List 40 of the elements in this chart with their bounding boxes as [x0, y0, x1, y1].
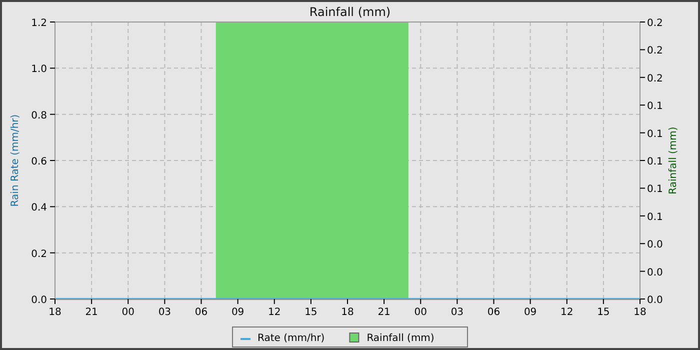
y2-tick-label: 0.0 [647, 240, 663, 251]
x-tick-label: 15 [597, 307, 610, 318]
legend-label: Rainfall (mm) [366, 333, 434, 344]
y2-tick-label: 0.1 [647, 101, 663, 112]
legend-label: Rate (mm/hr) [258, 333, 325, 344]
y2-tick-label: 0.1 [647, 184, 663, 196]
x-tick-label: 03 [158, 307, 172, 318]
y2-tick-label: 0.1 [647, 212, 663, 223]
x-tick-label: 12 [268, 307, 281, 318]
y-tick-label: 0.4 [31, 202, 47, 214]
y-axis-title: Rain Rate (mm/hr) [10, 114, 21, 207]
x-tick-label: 12 [560, 307, 574, 318]
x-tick-label: 00 [414, 307, 427, 318]
x-tick-label: 09 [524, 307, 537, 318]
y2-tick-label: 0.2 [647, 73, 663, 84]
x-tick-label: 06 [487, 307, 500, 318]
x-tick-label: 06 [194, 307, 208, 318]
x-tick-label: 18 [634, 307, 646, 318]
y-tick-label: 0.0 [31, 295, 47, 306]
y2-tick-label: 0.2 [647, 46, 663, 57]
x-tick-label: 00 [122, 307, 134, 318]
x-tick-label: 09 [231, 307, 244, 318]
chart-title: Rainfall (mm) [309, 5, 391, 19]
y2-tick-label: 0.1 [647, 128, 663, 140]
y-tick-label: 0.8 [31, 110, 47, 122]
y2-tick-label: 0.0 [647, 267, 663, 278]
y-tick-label: 0.2 [31, 248, 47, 260]
x-tick-label: 18 [341, 307, 354, 318]
y-tick-label: 0.6 [31, 156, 47, 168]
x-tick-label: 21 [378, 307, 390, 318]
x-tick-label: 21 [85, 307, 98, 318]
y2-tick-label: 0.2 [647, 18, 663, 29]
y2-axis-title: Rainfall (mm) [668, 126, 679, 194]
y-tick-label: 1.2 [31, 18, 47, 29]
y2-tick-label: 0.1 [647, 156, 663, 168]
x-tick-label: 18 [48, 307, 62, 318]
y2-tick-label: 0.0 [647, 295, 663, 306]
x-tick-label: 03 [450, 307, 464, 318]
x-tick-label: 15 [304, 307, 318, 318]
y-tick-label: 1.0 [31, 64, 47, 76]
